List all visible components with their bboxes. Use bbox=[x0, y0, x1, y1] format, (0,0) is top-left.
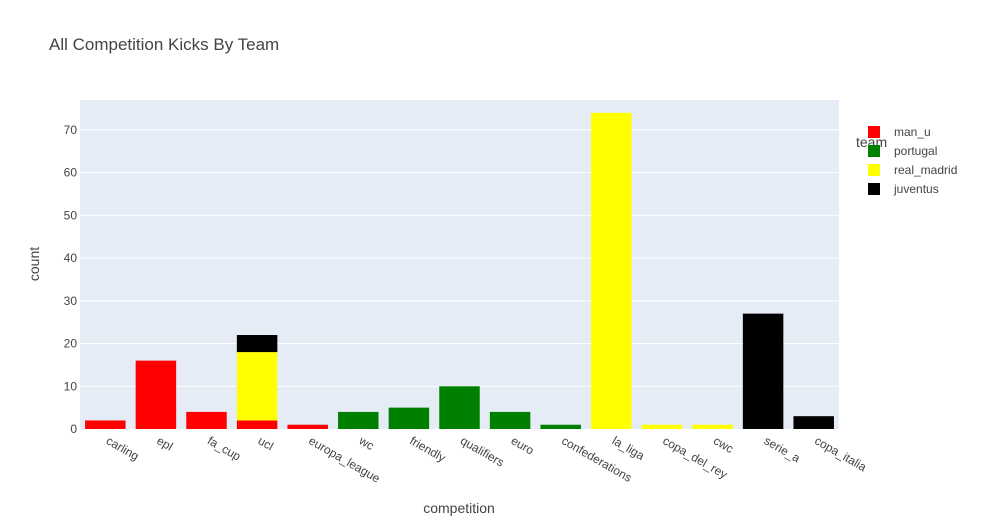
x-tick-label-wc: wc bbox=[356, 433, 377, 453]
legend-item-juventus[interactable]: juventus bbox=[893, 182, 939, 196]
legend-swatch-man_u[interactable] bbox=[868, 126, 880, 138]
y-axis-ticks: 0 10 20 30 40 50 60 70 bbox=[64, 123, 78, 436]
bar-real_madrid-cwc[interactable] bbox=[692, 424, 733, 429]
y-tick-label: 0 bbox=[70, 422, 77, 436]
bar-portugal-qualifiers[interactable] bbox=[439, 386, 480, 429]
bar-portugal-friendly[interactable] bbox=[388, 407, 430, 429]
bar-portugal-euro[interactable] bbox=[489, 411, 531, 429]
bar-juventus-serie_a[interactable] bbox=[742, 313, 784, 429]
y-axis-title: count bbox=[26, 247, 42, 281]
gridlines bbox=[80, 129, 839, 387]
bar-portugal-confederations[interactable] bbox=[540, 424, 581, 429]
y-tick-label: 30 bbox=[64, 294, 78, 308]
legend-swatch-juventus[interactable] bbox=[868, 183, 880, 195]
legend-swatch-real_madrid[interactable] bbox=[868, 164, 880, 176]
bar-real_madrid-la_liga[interactable] bbox=[591, 112, 632, 430]
x-tick-label-ucl: ucl bbox=[256, 433, 276, 453]
legend-item-portugal[interactable]: portugal bbox=[894, 144, 937, 158]
y-tick-label: 10 bbox=[64, 379, 78, 393]
plot-area bbox=[80, 100, 839, 429]
bar-juventus-ucl[interactable] bbox=[236, 335, 278, 353]
legend-swatch-portugal[interactable] bbox=[868, 145, 880, 157]
bar-man_u-epl[interactable] bbox=[135, 360, 177, 429]
bar-man_u-ucl[interactable] bbox=[236, 420, 278, 429]
bar-real_madrid-ucl[interactable] bbox=[236, 352, 278, 421]
legend-item-real_madrid[interactable]: real_madrid bbox=[894, 163, 957, 177]
bar-juventus-copa_italia[interactable] bbox=[793, 416, 834, 429]
chart-title: All Competition Kicks By Team bbox=[49, 35, 279, 54]
x-axis-title: competition bbox=[423, 500, 495, 516]
x-tick-label-epl: epl bbox=[154, 433, 175, 453]
legend-item-man_u[interactable]: man_u bbox=[894, 125, 931, 139]
bar-man_u-europa_league[interactable] bbox=[287, 424, 328, 429]
y-tick-label: 40 bbox=[64, 251, 78, 265]
y-tick-label: 50 bbox=[64, 208, 78, 222]
y-tick-label: 20 bbox=[64, 337, 78, 351]
bar-man_u-carling[interactable] bbox=[85, 420, 126, 429]
y-tick-label: 70 bbox=[64, 123, 78, 137]
bars bbox=[85, 112, 834, 430]
y-tick-label: 60 bbox=[64, 166, 78, 180]
bar-real_madrid-copa_del_rey[interactable] bbox=[641, 424, 683, 429]
bar-man_u-fa_cup[interactable] bbox=[186, 411, 227, 429]
bar-portugal-wc[interactable] bbox=[338, 411, 379, 429]
